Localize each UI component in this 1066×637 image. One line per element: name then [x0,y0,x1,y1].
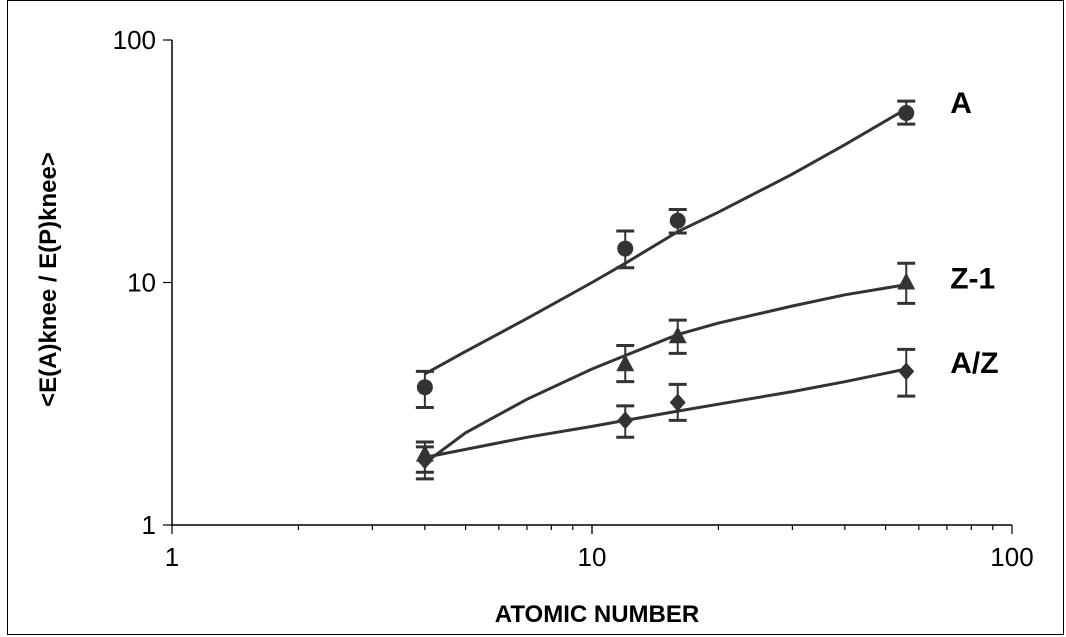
markers [415,104,916,470]
data-point-diamond [669,393,686,412]
error-bars [415,99,916,481]
data-point-triangle [668,326,687,344]
series-labels: A Z-1 A/Z [950,87,998,380]
data-point-circle [898,104,915,121]
series-label-a: A [950,87,972,120]
fit-line-a-z [424,367,907,459]
data-point-diamond [617,411,634,430]
data-point-triangle [616,354,635,372]
x-axis-title: ATOMIC NUMBER [495,601,699,628]
y-axis-title: <E(A)knee / E(P)knee> [35,152,62,407]
data-point-diamond [898,362,915,381]
fit-lines [424,107,907,465]
series-label-a-z: A/Z [950,347,998,380]
data-point-circle [669,212,686,229]
data-point-circle [617,240,634,257]
fit-line-z-1 [424,283,907,465]
chart-frame [7,0,1064,635]
fit-line-a [424,107,907,376]
data-point-diamond [416,451,433,470]
x-tick-label: 10 [578,542,607,572]
data-point-triangle [897,272,916,290]
x-tick-label: 1 [165,542,179,572]
series-label-z-1: Z-1 [950,263,995,296]
x-tick-label: 100 [990,542,1033,572]
data-point-circle [416,379,433,396]
y-tick-label: 100 [113,25,156,55]
y-tick-label: 1 [142,510,156,540]
ticks: 1 10 100 1 10 100 [113,25,1034,572]
y-tick-label: 10 [127,268,156,298]
